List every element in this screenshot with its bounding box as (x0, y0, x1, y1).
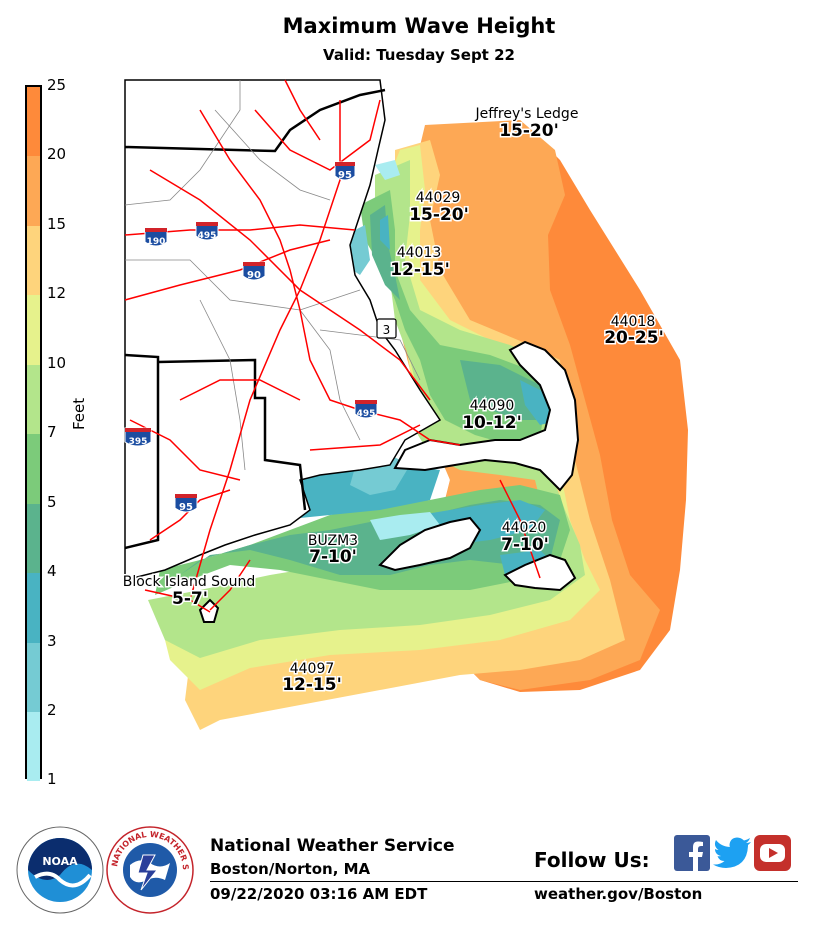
cb-seg-4-5 (27, 504, 40, 573)
interstate-395-shield: 395 (124, 427, 152, 447)
zone-5-7 (155, 190, 570, 595)
interstate-95-shield-north: 95 (334, 161, 356, 181)
shield-number: 395 (129, 437, 148, 447)
shield-number: 95 (179, 502, 193, 513)
cb-seg-2-3 (27, 643, 40, 712)
mainland (124, 79, 442, 581)
nws-logo: NATIONAL WEATHER SERVICE (105, 825, 194, 914)
shield-number: 95 (338, 170, 352, 181)
label-range: 20-25' (604, 328, 664, 348)
cb-seg-10-12 (27, 295, 40, 365)
cb-seg-1-2 (27, 712, 40, 781)
cb-tick: 3 (47, 632, 57, 650)
facebook-icon[interactable] (674, 835, 710, 871)
cb-tick: 4 (47, 562, 57, 580)
state-boundary (124, 88, 386, 153)
label-range: 5-7' (172, 589, 208, 609)
label-range: 10-12' (462, 413, 522, 433)
noaa-logo: NOAA (16, 826, 104, 914)
state-boundary (157, 358, 307, 511)
shield-number: 495 (357, 409, 376, 419)
colorbar (25, 85, 42, 781)
label-name: 44020 (502, 520, 547, 536)
cb-seg-15-20 (27, 156, 40, 226)
cb-tick: 12 (47, 284, 67, 302)
state-boundary (124, 353, 160, 550)
label-range: 12-15' (282, 675, 342, 695)
website-link[interactable]: weather.gov/Boston (534, 885, 703, 903)
route-3-shield: 3 (376, 318, 397, 339)
interstate-190-shield: 190 (144, 227, 168, 247)
issued-timestamp: 09/22/2020 03:16 AM EDT (210, 885, 428, 903)
zone-3-4 (250, 215, 560, 578)
label-name: 44029 (416, 190, 461, 206)
label-name: 44018 (611, 314, 656, 330)
cb-seg-20-25 (27, 87, 40, 156)
label-range: 12-15' (390, 260, 450, 280)
zone-4-5 (180, 205, 560, 575)
cb-tick: 7 (47, 423, 57, 441)
label-name: 44013 (397, 245, 442, 261)
cb-seg-5-7 (27, 434, 40, 504)
wave-height-map: 95 190 495 90 3 495 395 95 Jeffrey's Led… (121, 79, 688, 730)
cb-seg-12-15 (27, 226, 40, 295)
cape-cod (393, 340, 580, 492)
office-name: Boston/Norton, MA (210, 860, 371, 878)
cb-tick: 15 (47, 215, 67, 233)
label-name: Jeffrey's Ledge (475, 106, 579, 122)
page-title: Maximum Wave Height (282, 14, 556, 38)
cb-seg-3-4 (27, 573, 40, 643)
cb-seg-7-10 (27, 365, 40, 434)
cb-tick: 1 (47, 770, 57, 788)
marthas-vineyard (378, 516, 482, 572)
interstate-95-shield-south: 95 (174, 493, 198, 513)
label-range: 15-20' (409, 205, 469, 225)
label-range: 7-10' (309, 547, 357, 567)
twitter-icon[interactable] (713, 835, 753, 871)
label-range: 7-10' (501, 535, 549, 555)
follow-us-label: Follow Us: (534, 848, 650, 872)
label-name: 44097 (290, 661, 335, 677)
nantucket (503, 553, 577, 592)
cb-tick: 10 (47, 354, 67, 372)
cb-tick: 25 (47, 76, 67, 94)
shield-number: 3 (383, 323, 391, 337)
footer-divider (210, 881, 798, 882)
label-name: Block Island Sound (123, 574, 256, 590)
label-name: 44090 (470, 398, 515, 414)
zone-labels: Jeffrey's Ledge 15-20' 44029 15-20' 4401… (121, 105, 665, 697)
noaa-text: NOAA (42, 855, 78, 868)
label-name: BUZM3 (308, 533, 358, 549)
shield-number: 495 (198, 231, 217, 241)
shield-number: 90 (247, 270, 261, 281)
cb-tick: 2 (47, 701, 57, 719)
interstate-90-shield: 90 (242, 261, 266, 281)
youtube-icon[interactable] (754, 835, 791, 871)
valid-date: Valid: Tuesday Sept 22 (323, 46, 515, 64)
shield-number: 190 (147, 237, 166, 247)
label-range: 15-20' (499, 121, 559, 141)
interstate-495-shield-south: 495 (354, 399, 378, 419)
cb-tick: 5 (47, 493, 57, 511)
cb-tick: 20 (47, 145, 67, 163)
agency-name: National Weather Service (210, 836, 455, 856)
interstate-495-shield-west: 495 (195, 221, 219, 241)
